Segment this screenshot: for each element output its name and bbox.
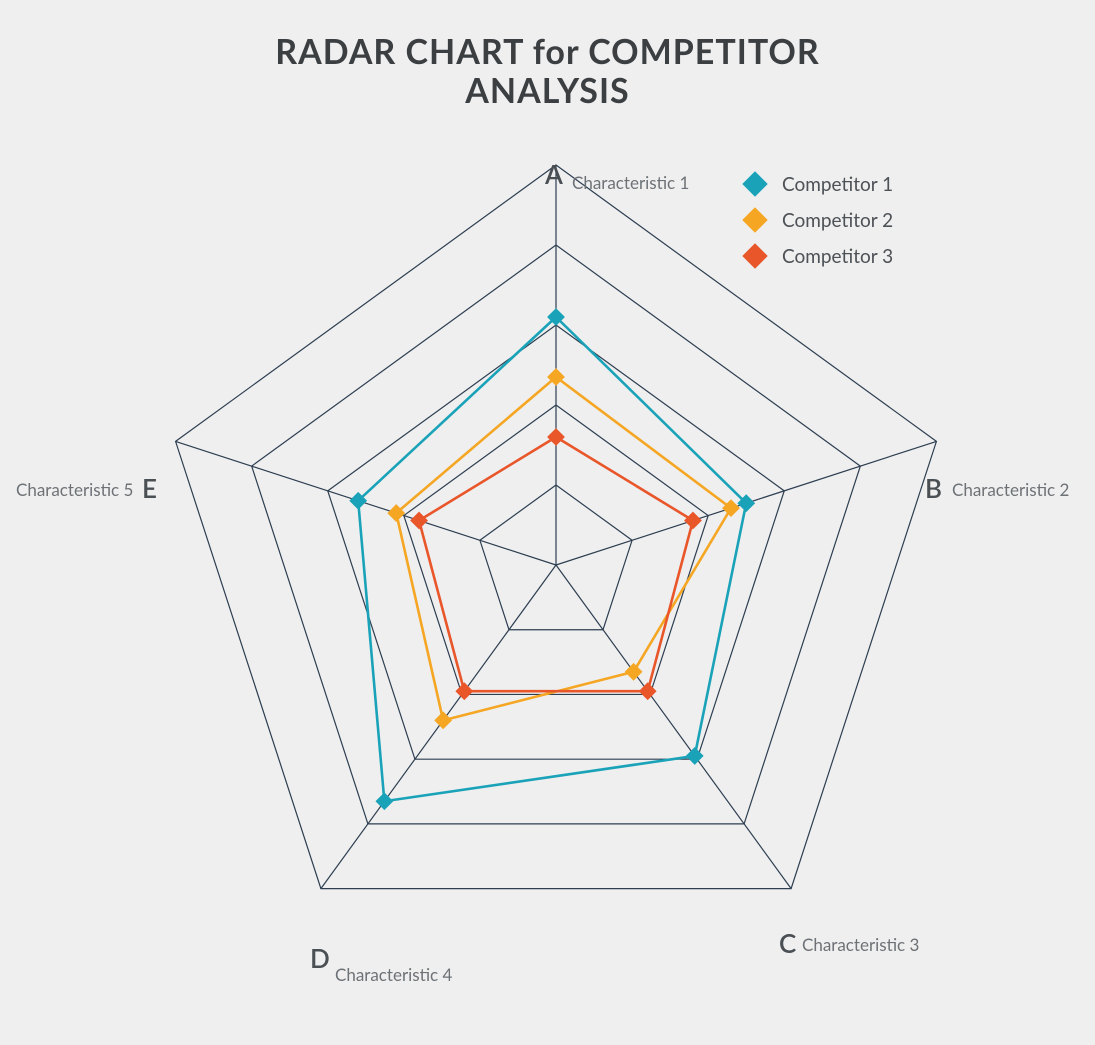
- series-line: [396, 377, 731, 720]
- series-marker: [434, 711, 452, 729]
- radar-chart: [0, 0, 1095, 1045]
- axis-sublabel: Characteristic 1: [572, 172, 689, 193]
- legend-marker-icon: [742, 243, 767, 268]
- grid-spoke: [321, 565, 556, 889]
- axis-sublabel: Characteristic 3: [802, 934, 919, 955]
- legend-marker-icon: [742, 171, 767, 196]
- legend: Competitor 1 Competitor 2 Competitor 3: [746, 166, 893, 274]
- series-marker: [684, 512, 702, 530]
- series-marker: [639, 682, 657, 700]
- legend-label: Competitor 2: [782, 209, 893, 232]
- series-marker: [547, 428, 565, 446]
- axis-letter: B: [925, 472, 942, 504]
- grid-spoke: [176, 441, 556, 565]
- grid-spoke: [556, 565, 791, 889]
- series-line: [358, 317, 746, 801]
- legend-label: Competitor 3: [782, 245, 893, 268]
- legend-label: Competitor 1: [782, 173, 893, 196]
- axis-letter: D: [310, 942, 330, 974]
- legend-marker-icon: [742, 207, 767, 232]
- axis-sublabel: Characteristic 2: [952, 479, 1069, 500]
- series-marker: [455, 682, 473, 700]
- series-marker: [686, 747, 704, 765]
- series-marker: [410, 512, 428, 530]
- axis-sublabel: Characteristic 5: [16, 479, 133, 500]
- axis-letter: E: [142, 472, 157, 504]
- axis-letter: C: [779, 927, 796, 959]
- series-marker: [625, 663, 643, 681]
- legend-item: Competitor 1: [746, 166, 893, 202]
- axis-letter: A: [545, 158, 563, 190]
- legend-item: Competitor 3: [746, 238, 893, 274]
- axis-sublabel: Characteristic 4: [335, 964, 452, 985]
- legend-item: Competitor 2: [746, 202, 893, 238]
- series-marker: [375, 792, 393, 810]
